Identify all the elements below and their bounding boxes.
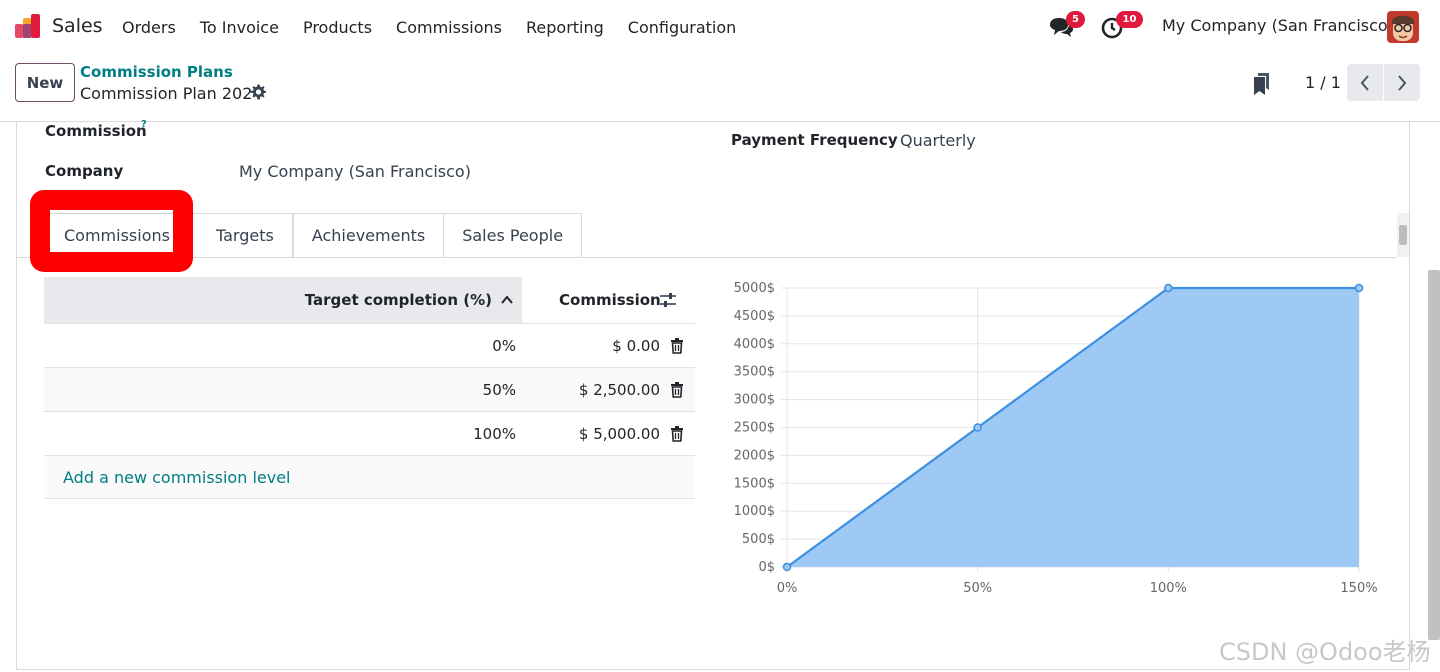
breadcrumb-current-record: Commission Plan 2024 [80, 84, 263, 103]
commission-levels-table: Target completion (%) Commission 0% $ 0.… [44, 277, 695, 499]
commission-field-label: Commission [45, 122, 147, 140]
watermark: CSDN @Odoo老杨 [1219, 638, 1431, 666]
page-scrollbar-thumb[interactable] [1428, 270, 1440, 640]
data-point [1354, 283, 1364, 293]
tab-achievements[interactable]: Achievements [292, 213, 445, 258]
optional-columns-icon[interactable] [659, 291, 677, 309]
activity-badge: 10 [1116, 11, 1143, 28]
payment-frequency-label: Payment Frequency [731, 131, 898, 149]
pager-next-button[interactable] [1384, 64, 1420, 101]
table-row[interactable]: 100% $ 5,000.00 [44, 411, 695, 455]
tab-commissions-label: Commissions [64, 226, 170, 245]
tabs-scrollbar[interactable] [1397, 213, 1409, 257]
y-tick-label: 0$ [758, 560, 775, 575]
sales-app-icon[interactable] [14, 13, 42, 41]
x-tick-label: 0% [777, 581, 798, 596]
series-line [786, 286, 1359, 568]
y-tick-label: 3500$ [734, 365, 775, 380]
column-header-commission-label: Commission [559, 291, 661, 309]
top-navbar: Sales Orders To Invoice Products Commiss… [0, 0, 1440, 54]
add-commission-level-link[interactable]: Add a new commission level [44, 455, 695, 499]
table-row[interactable]: 0% $ 0.00 [44, 323, 695, 367]
pager-previous-button[interactable] [1347, 64, 1383, 101]
new-button[interactable]: New [15, 63, 75, 102]
company-switcher[interactable]: My Company (San Francisco) [1162, 16, 1394, 35]
target-cell[interactable]: 50% [482, 380, 516, 399]
menu-commissions[interactable]: Commissions [396, 17, 503, 37]
tab-achievements-label: Achievements [311, 226, 426, 245]
chevron-right-icon [1398, 74, 1407, 91]
data-point [1164, 283, 1173, 293]
menu-reporting[interactable]: Reporting [526, 17, 604, 37]
control-panel: New Commission Plans Commission Plan 202… [0, 54, 1440, 122]
commission-cell[interactable]: $ 5,000.00 [578, 424, 660, 443]
y-tick-label: 4000$ [734, 337, 775, 352]
y-tick-label: 4500$ [734, 309, 775, 324]
company-field-value[interactable]: My Company (San Francisco) [239, 162, 471, 181]
column-header-target-completion[interactable]: Target completion (%) [44, 277, 522, 323]
tab-sales-people-label: Sales People [462, 226, 564, 245]
main-menu: Orders To Invoice Products Commissions R… [110, 0, 748, 54]
commission-help-tooltip[interactable]: ? [141, 119, 147, 130]
y-tick-label: 3000$ [734, 393, 775, 408]
data-point [973, 423, 982, 432]
table-header: Target completion (%) Commission [44, 277, 695, 323]
user-avatar[interactable] [1387, 11, 1419, 43]
payment-frequency-value[interactable]: Quarterly [900, 131, 976, 150]
trash-icon[interactable] [670, 425, 684, 442]
menu-orders[interactable]: Orders [122, 17, 176, 37]
trash-icon[interactable] [670, 337, 684, 354]
gear-icon[interactable] [250, 84, 266, 100]
commission-chart: 0$ 500$ 1000$ 1500$ 2000$ 2500$ 3000$ 3500$ 4000… [734, 281, 1378, 596]
sort-ascending-icon [501, 295, 513, 304]
chat-badge: 5 [1066, 11, 1085, 28]
bookmark-icon[interactable] [1252, 72, 1272, 96]
y-tick-label: 2000$ [734, 448, 775, 463]
x-tick-label: 100% [1150, 581, 1187, 596]
trash-icon[interactable] [670, 381, 684, 398]
tab-commissions[interactable]: Commissions [46, 213, 188, 258]
target-cell[interactable]: 0% [492, 336, 516, 355]
tabs-scrollbar-thumb[interactable] [1399, 225, 1407, 245]
y-tick-label: 1000$ [734, 504, 775, 519]
tab-targets[interactable]: Targets [187, 213, 293, 258]
y-tick-label: 5000$ [734, 281, 775, 296]
menu-products[interactable]: Products [302, 17, 373, 37]
data-point [782, 562, 792, 572]
commission-cell[interactable]: $ 0.00 [612, 336, 660, 355]
y-tick-label: 2500$ [734, 421, 775, 436]
column-header-commission[interactable]: Commission [522, 277, 695, 323]
tab-sales-people[interactable]: Sales People [444, 213, 583, 258]
chat-icon[interactable] [1048, 16, 1074, 38]
app-name[interactable]: Sales [52, 15, 103, 37]
chevron-left-icon [1360, 74, 1369, 91]
target-cell[interactable]: 100% [473, 424, 516, 443]
table-row[interactable]: 50% $ 2,500.00 [44, 367, 695, 411]
tab-targets-label: Targets [215, 226, 274, 245]
x-tick-label: 50% [963, 581, 992, 596]
activity-clock-icon[interactable] [1101, 15, 1125, 39]
notebook-tabs: Commissions Targets Achievements Sales P… [46, 213, 583, 258]
breadcrumb-commission-plans[interactable]: Commission Plans [80, 63, 233, 81]
pager-value[interactable]: 1 / 1 [1305, 73, 1341, 92]
menu-to-invoice[interactable]: To Invoice [199, 17, 279, 37]
y-tick-label: 500$ [742, 532, 775, 547]
x-tick-label: 150% [1340, 581, 1377, 596]
company-field-label: Company [45, 162, 124, 180]
tabs-divider [16, 257, 1396, 258]
commission-cell[interactable]: $ 2,500.00 [578, 380, 660, 399]
menu-configuration[interactable]: Configuration [627, 17, 737, 37]
area-fill [787, 288, 1359, 567]
y-tick-label: 1500$ [734, 476, 775, 491]
column-header-target-label: Target completion (%) [304, 291, 492, 309]
